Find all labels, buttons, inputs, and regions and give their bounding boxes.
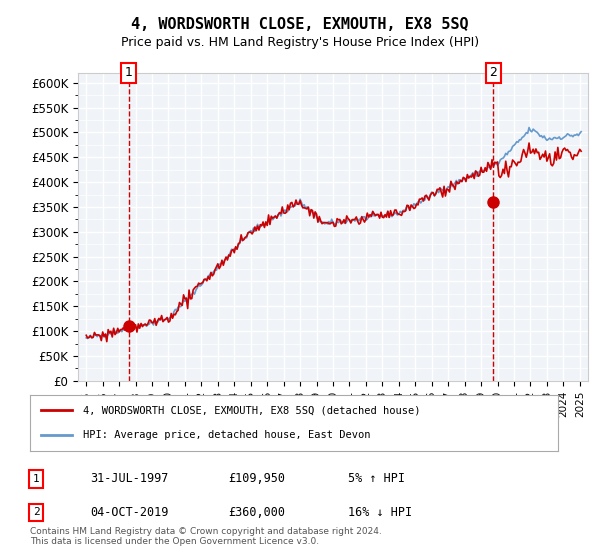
Text: Contains HM Land Registry data © Crown copyright and database right 2024.
This d: Contains HM Land Registry data © Crown c… [30,526,382,546]
Text: 2: 2 [32,507,40,517]
Text: 5% ↑ HPI: 5% ↑ HPI [348,472,405,486]
Text: 1: 1 [125,66,133,80]
Text: 16% ↓ HPI: 16% ↓ HPI [348,506,412,519]
Text: Price paid vs. HM Land Registry's House Price Index (HPI): Price paid vs. HM Land Registry's House … [121,36,479,49]
Text: 4, WORDSWORTH CLOSE, EXMOUTH, EX8 5SQ (detached house): 4, WORDSWORTH CLOSE, EXMOUTH, EX8 5SQ (d… [83,405,420,416]
Text: 1: 1 [32,474,40,484]
Text: 4, WORDSWORTH CLOSE, EXMOUTH, EX8 5SQ: 4, WORDSWORTH CLOSE, EXMOUTH, EX8 5SQ [131,17,469,32]
Text: 04-OCT-2019: 04-OCT-2019 [90,506,169,519]
Text: £360,000: £360,000 [228,506,285,519]
Text: 31-JUL-1997: 31-JUL-1997 [90,472,169,486]
Text: 2: 2 [490,66,497,80]
Text: HPI: Average price, detached house, East Devon: HPI: Average price, detached house, East… [83,430,370,440]
Text: £109,950: £109,950 [228,472,285,486]
